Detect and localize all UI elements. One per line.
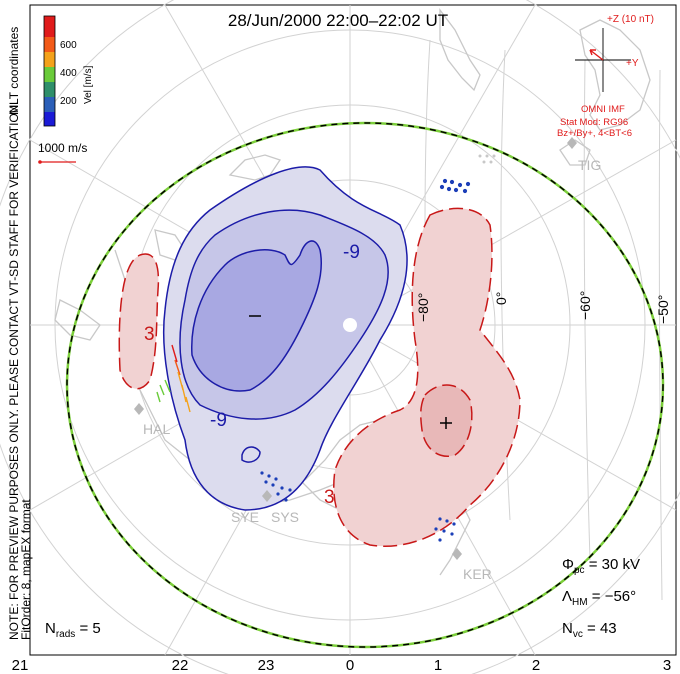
island-dots bbox=[478, 154, 496, 164]
imf-condition: Bz+/By+, 4<BT<6 bbox=[557, 128, 632, 139]
mlt-tick-0: 0 bbox=[346, 657, 354, 674]
imf-vector bbox=[589, 49, 604, 61]
mlt-tick-2: 2 bbox=[532, 657, 540, 674]
magnetic-pole bbox=[343, 318, 357, 332]
imf-z-label: +Z (10 nT) bbox=[607, 14, 654, 25]
lon-label-3: −60° bbox=[577, 291, 593, 320]
contour-labels: -9 -9 3 3 bbox=[144, 242, 360, 508]
velocity-vectors-top bbox=[439, 178, 471, 194]
longitude-labels: −80° 0° −60° −50° bbox=[415, 291, 671, 324]
mlt-tick-22: 22 bbox=[172, 657, 189, 674]
station-sys-label: SYS bbox=[271, 509, 299, 525]
colorbar-tick-600: 600 bbox=[60, 40, 77, 51]
positive-cell-left bbox=[118, 253, 160, 390]
contour-label-pos-bottom: 3 bbox=[324, 487, 335, 508]
hm-boundary-black bbox=[66, 122, 664, 648]
mlt-tick-3: 3 bbox=[663, 657, 671, 674]
contour-label-neg-top: -9 bbox=[343, 242, 360, 263]
map-stats: Φpc = 30 kV ΛHM = −56° Nvc = 43 Nrads = … bbox=[45, 556, 640, 640]
potential-max-marker bbox=[440, 417, 452, 429]
plot-frame bbox=[29, 4, 677, 656]
stat-lambda-hm: ΛHM = −56° bbox=[562, 588, 636, 608]
vector-scale-label: 1000 m/s bbox=[38, 141, 87, 155]
positive-cell-outer bbox=[333, 207, 521, 547]
station-hal-label: HAL bbox=[143, 421, 170, 437]
station-sye-marker bbox=[262, 490, 272, 502]
station-tig-label: TIG bbox=[578, 157, 601, 173]
imf-source: OMNI IMF bbox=[581, 104, 625, 115]
stat-n-vc: Nvc = 43 bbox=[562, 620, 617, 640]
radar-stations: TIG HAL SYE SYS KER bbox=[134, 137, 601, 582]
velocity-vectors-bottom bbox=[260, 471, 456, 542]
station-ker-label: KER bbox=[463, 566, 492, 582]
stat-n-rads: Nrads = 5 bbox=[45, 620, 101, 640]
velocity-colorbar: 200 400 600 Vel [m/s] bbox=[43, 15, 94, 127]
lon-label-2: 0° bbox=[493, 292, 509, 305]
contour-label-pos-left: 3 bbox=[144, 324, 155, 345]
imf-dial: +Z (10 nT) +Y OMNI IMF Stat Mod: RG96 Bz… bbox=[557, 14, 654, 139]
mlt-tick-23: 23 bbox=[258, 657, 275, 674]
station-sye-label: SYE bbox=[231, 509, 259, 525]
negative-cell-loop bbox=[241, 446, 261, 463]
station-tig-marker bbox=[567, 137, 577, 149]
preview-disclaimer: NOTE: FOR PREVIEW PURPOSES ONLY. PLEASE … bbox=[7, 101, 21, 640]
mlt-axis: 21 22 23 0 1 2 3 bbox=[12, 657, 672, 674]
lon-label-1: −80° bbox=[415, 293, 431, 322]
map-title: 28/Jun/2000 22:00–22:02 UT bbox=[228, 11, 448, 30]
coord-system-label: MLT coordinates bbox=[7, 27, 21, 115]
colorbar-axis-label: Vel [m/s] bbox=[83, 65, 94, 104]
mlt-tick-21: 21 bbox=[12, 657, 29, 674]
station-ker-marker bbox=[452, 548, 462, 560]
fit-order-label: FitOrder: 8, mapEX format bbox=[19, 499, 33, 640]
station-hal-marker bbox=[134, 403, 144, 415]
lon-label-4: −50° bbox=[655, 295, 671, 324]
colorbar-tick-400: 400 bbox=[60, 68, 77, 79]
stat-phi-pc: Φpc = 30 kV bbox=[562, 556, 640, 576]
contour-label-neg-bottom: -9 bbox=[210, 410, 227, 431]
mlt-tick-1: 1 bbox=[434, 657, 442, 674]
colorbar-tick-200: 200 bbox=[60, 96, 77, 107]
imf-y-label: +Y bbox=[626, 58, 639, 69]
imf-model: Stat Mod: RG96 bbox=[560, 117, 628, 128]
velocity-vectors-left bbox=[156, 344, 191, 413]
